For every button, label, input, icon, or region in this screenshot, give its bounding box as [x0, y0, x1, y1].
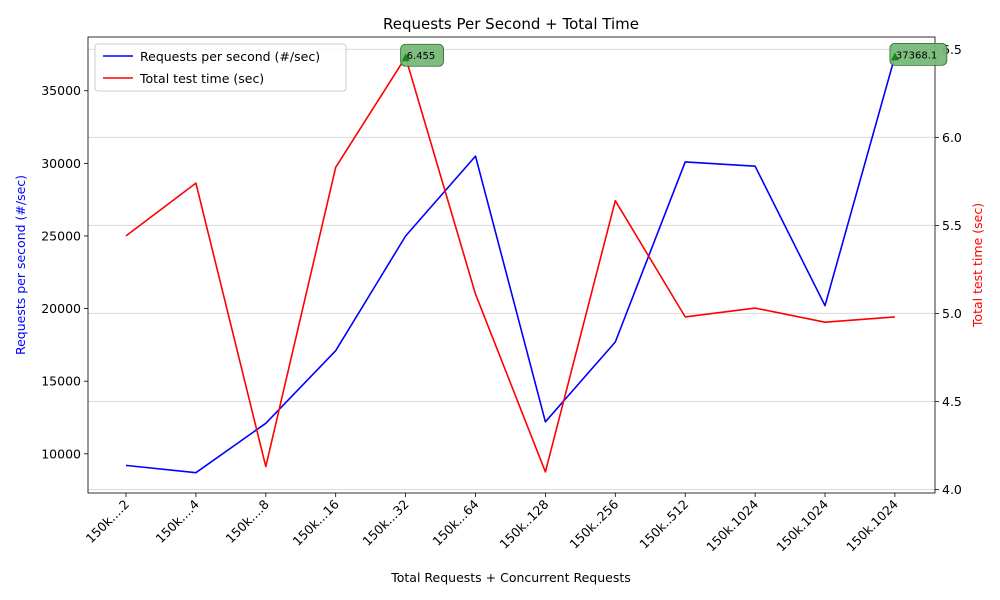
legend-label-requests: Requests per second (#/sec): [140, 49, 320, 64]
left-tick-label: 10000: [41, 446, 81, 461]
right-tick-label: 5.0: [942, 306, 962, 321]
left-axis-label: Requests per second (#/sec): [13, 175, 28, 355]
series-lines: [125, 56, 896, 474]
left-tick-label: 25000: [41, 228, 81, 243]
right-axis-ticks: 4.04.55.05.56.06.5: [935, 42, 962, 497]
max-marker: [401, 53, 410, 62]
legend: Requests per second (#/sec) Total test t…: [94, 43, 347, 92]
left-tick-label: 30000: [41, 156, 81, 171]
max-annotation: 37368.1: [889, 42, 948, 66]
left-tick-label: 20000: [41, 301, 81, 316]
max-marker: [890, 52, 899, 61]
annotations: 6.455 37368.1: [400, 42, 948, 67]
right-tick-label: 5.5: [942, 218, 962, 233]
left-axis-ticks: 10000 15000 20000 25000 30000 35000: [41, 83, 88, 461]
annotation-box: [889, 42, 948, 66]
requests-per-second-line: [125, 56, 896, 474]
left-tick-label: 35000: [41, 83, 81, 98]
left-tick-label: 15000: [41, 374, 81, 389]
annotation-box: [400, 43, 445, 67]
plot-frame: [87, 36, 936, 494]
total-test-time-line: [125, 56, 895, 473]
annotation-label: 6.455: [407, 51, 436, 62]
x-axis-label: Total Requests + Concurrent Requests: [390, 570, 631, 585]
right-tick-label: 4.0: [942, 482, 962, 497]
max-annotation: 6.455: [400, 43, 445, 67]
grid-lines: [88, 48, 935, 490]
chart-title: Requests Per Second + Total Time: [383, 15, 639, 33]
legend-label-total-time: Total test time (sec): [139, 71, 264, 86]
annotation-label: 37368.1: [896, 50, 937, 61]
legend-box: [94, 43, 347, 92]
right-axis-label: Total test time (sec): [970, 203, 985, 328]
right-tick-label: 4.5: [942, 394, 962, 409]
right-tick-label: 6.0: [942, 130, 962, 145]
